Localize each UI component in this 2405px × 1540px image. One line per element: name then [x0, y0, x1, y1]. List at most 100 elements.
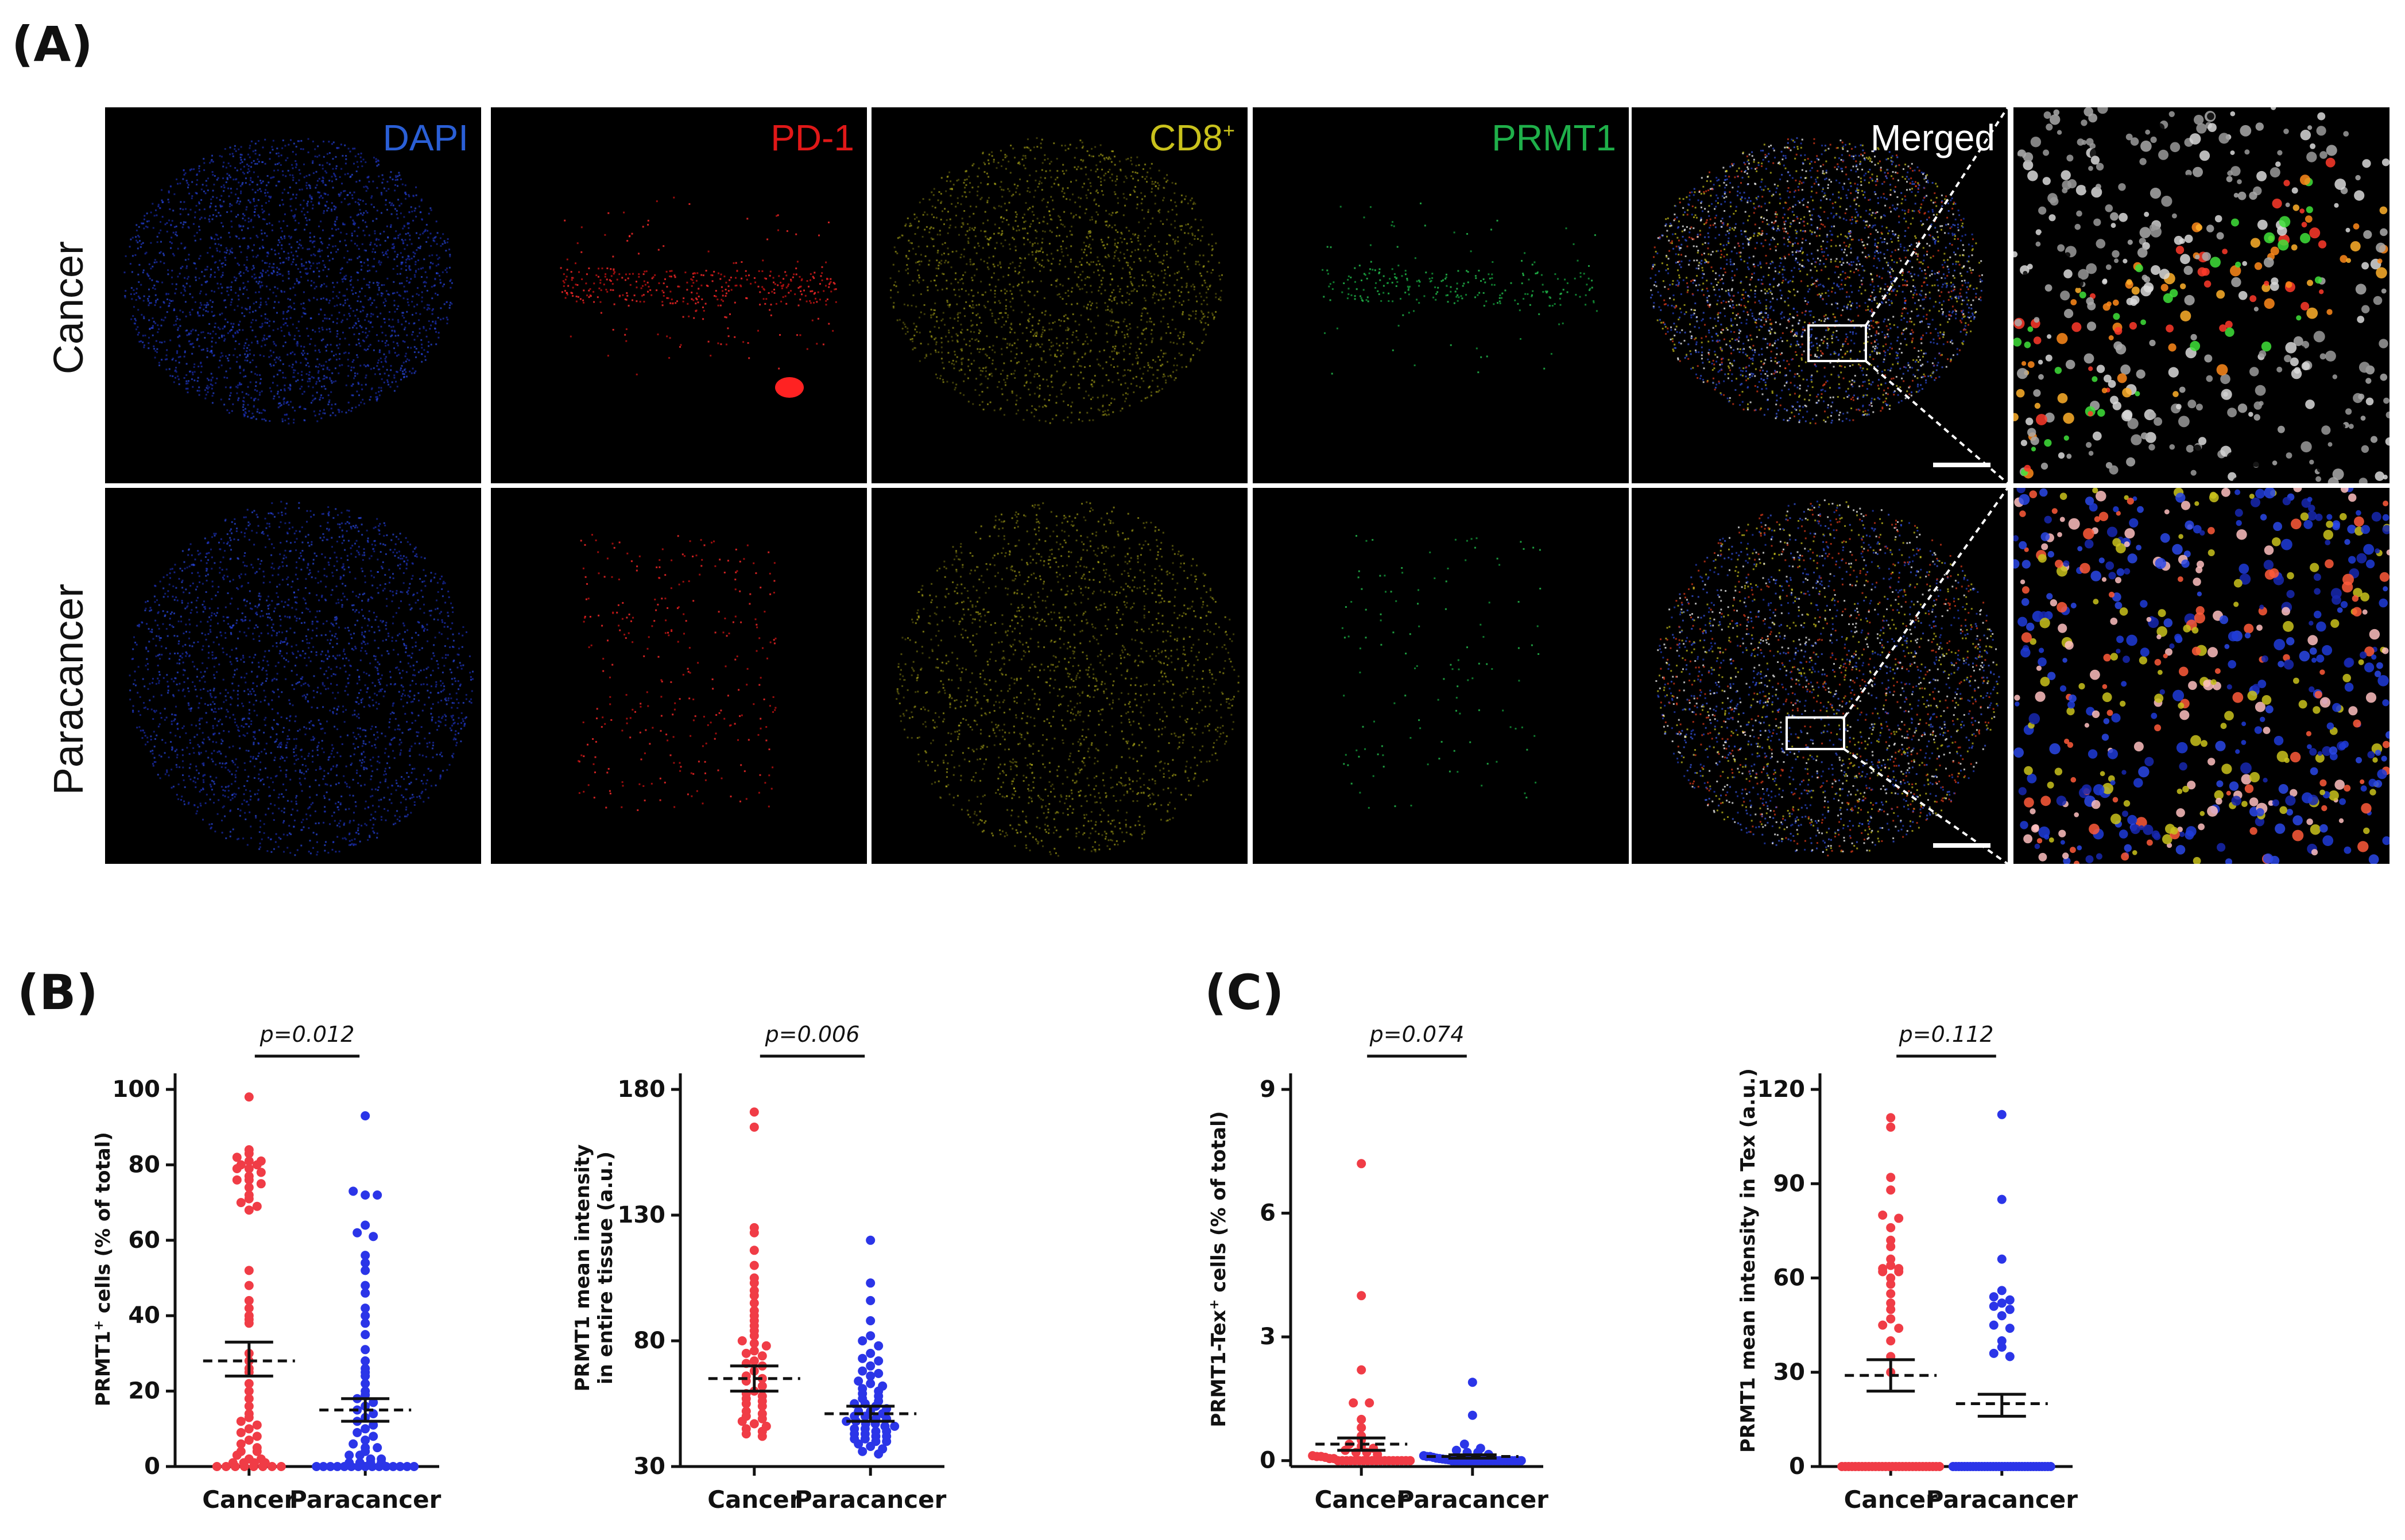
data-point	[1997, 1311, 2007, 1321]
y-tick-label: 30	[1773, 1359, 1805, 1386]
data-point	[256, 1167, 266, 1177]
data-point	[1467, 1410, 1477, 1420]
data-point	[1997, 1194, 2007, 1204]
data-point	[757, 1381, 767, 1391]
data-point	[749, 1122, 759, 1132]
data-point	[348, 1439, 358, 1449]
micrograph-paracancer-dapi	[105, 488, 481, 864]
data-point	[361, 1258, 370, 1268]
data-point	[1459, 1440, 1469, 1449]
y-axis-label-part: PRMT1	[92, 1330, 115, 1406]
y-tick-label: 9	[1260, 1076, 1276, 1103]
data-point	[1886, 1223, 1896, 1232]
x-tick-label-paracancer: Paracancer	[1926, 1485, 2078, 1514]
data-point	[239, 1462, 249, 1471]
data-point	[244, 1175, 254, 1185]
channel-label-dapi: DAPI	[383, 117, 468, 159]
data-point	[866, 1371, 876, 1381]
y-axis-label: PRMT1-Tex+ cells (% of total)	[1207, 1085, 1230, 1453]
micrograph-cancer-cd8: CD8+	[872, 107, 1248, 483]
panel-label-b: (B)	[17, 964, 98, 1021]
channel-label-pd1: PD-1	[770, 117, 854, 159]
data-point	[1357, 1365, 1366, 1375]
data-point	[361, 1424, 370, 1434]
data-point	[1357, 1414, 1366, 1424]
p-value: p=0.006	[765, 1022, 860, 1047]
data-point	[1989, 1348, 1999, 1358]
y-tick-label: 90	[1773, 1170, 1805, 1197]
data-point	[1886, 1279, 1896, 1289]
data-point	[854, 1376, 863, 1386]
data-point	[737, 1417, 747, 1426]
x-tick-label-cancer: Cancer	[1315, 1485, 1408, 1514]
data-point	[874, 1449, 884, 1459]
data-point	[348, 1186, 358, 1196]
data-point	[252, 1160, 262, 1170]
data-point	[361, 1390, 370, 1400]
data-point	[244, 1295, 254, 1305]
data-point	[244, 1304, 254, 1313]
data-point	[749, 1278, 759, 1288]
data-point	[369, 1420, 378, 1430]
data-point	[232, 1175, 242, 1185]
data-point	[232, 1164, 242, 1173]
data-point	[212, 1462, 222, 1471]
micrograph-paracancer-zoom	[2013, 488, 2389, 864]
data-point	[1365, 1398, 1374, 1408]
data-point	[221, 1462, 231, 1471]
data-point	[361, 1462, 370, 1471]
data-point	[874, 1356, 884, 1366]
data-point	[737, 1336, 747, 1345]
data-point	[866, 1379, 876, 1388]
data-point	[361, 1220, 370, 1230]
y-tick-label: 100	[113, 1076, 161, 1103]
data-point	[256, 1179, 266, 1189]
y-axis-label-part: PRMT1-Tex	[1207, 1309, 1231, 1427]
data-point	[367, 1462, 377, 1471]
x-tick-label-paracancer: Paracancer	[289, 1485, 442, 1514]
data-point	[1878, 1320, 1888, 1330]
data-point	[244, 1386, 254, 1396]
y-tick-label: 0	[1789, 1453, 1805, 1480]
micrograph-cancer-prmt1: PRMT1	[1253, 107, 1629, 483]
y-axis-label: PRMT1+ cells (% of total)	[92, 1085, 115, 1453]
data-point	[369, 1409, 378, 1418]
data-point	[236, 1198, 246, 1208]
channel-name: PRMT1	[1492, 117, 1616, 158]
data-point	[1886, 1254, 1896, 1264]
data-point	[258, 1462, 268, 1471]
data-point	[757, 1351, 767, 1361]
x-tick-label-cancer: Cancer	[707, 1485, 801, 1514]
data-point	[1935, 1462, 1945, 1471]
data-point	[1467, 1378, 1477, 1387]
data-point	[1886, 1289, 1896, 1298]
data-point	[1989, 1292, 1999, 1302]
scatter-chart-2: 30 80 130 180 Cancer Paracancer	[618, 1054, 947, 1535]
scale-bar	[1933, 463, 1990, 467]
channel-name: Merged	[1870, 117, 1995, 158]
data-point	[749, 1291, 759, 1301]
data-point	[1349, 1398, 1358, 1408]
data-point	[244, 1436, 254, 1445]
data-point	[866, 1331, 876, 1341]
data-point	[361, 1281, 370, 1290]
data-point	[1989, 1320, 1999, 1330]
data-point	[361, 1288, 370, 1298]
data-point	[1886, 1314, 1896, 1324]
data-point	[244, 1424, 254, 1434]
channel-name: PD-1	[770, 117, 854, 158]
data-point	[1894, 1324, 1904, 1333]
data-point	[346, 1462, 356, 1471]
data-point	[244, 1394, 254, 1403]
data-point	[1886, 1185, 1896, 1195]
data-point	[267, 1462, 277, 1471]
scatter-chart-4: 0 30 60 90 120 Cancer Paracancer	[1757, 1054, 2078, 1535]
data-point	[1886, 1173, 1896, 1182]
data-point	[866, 1348, 876, 1358]
y-axis-label-line: PRMT1 mean intensity	[571, 1144, 594, 1391]
data-point	[395, 1462, 405, 1471]
data-point	[757, 1374, 767, 1383]
data-point	[244, 1413, 254, 1422]
